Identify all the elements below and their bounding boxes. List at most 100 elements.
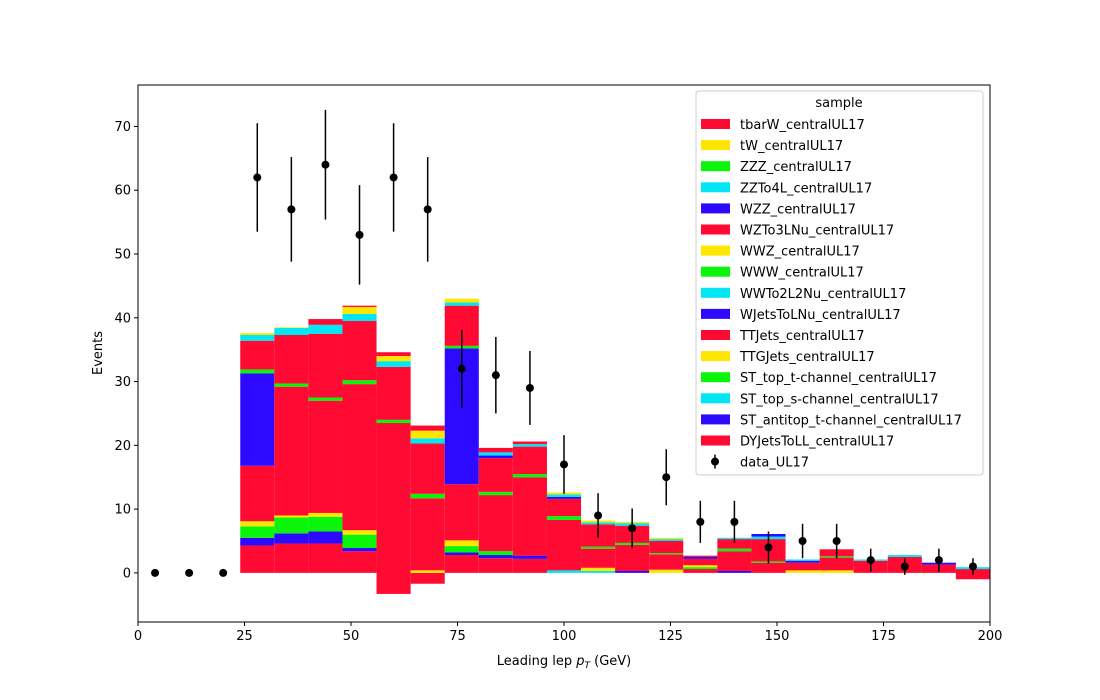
x-axis-ticks: 0 25 50 75 100 125 150 175 200 — [134, 622, 1002, 644]
legend-swatch — [701, 393, 730, 404]
stack-segment — [274, 335, 309, 384]
stack-segment — [512, 555, 547, 559]
stack-segment — [581, 546, 616, 549]
stack-segment — [342, 305, 377, 307]
data-point — [696, 517, 705, 526]
stack-segment — [342, 313, 377, 321]
data-point — [457, 364, 466, 373]
data-point — [491, 371, 500, 380]
legend-swatch — [701, 245, 730, 256]
x-tick-label: 25 — [236, 629, 253, 644]
stack-segment — [274, 386, 309, 516]
stack-segment — [478, 458, 513, 492]
stack-segment — [240, 340, 275, 370]
stack-segment — [274, 533, 309, 544]
y-axis-label: Events — [91, 331, 106, 375]
stack-segment — [410, 443, 445, 494]
stack-segment — [683, 565, 718, 568]
x-tick-label: 75 — [449, 629, 466, 644]
stack-segment — [410, 425, 445, 431]
stack-segment — [308, 319, 343, 325]
y-axis-ticks: 0 10 20 30 40 50 60 70 — [114, 120, 138, 581]
stack-segment — [546, 498, 582, 517]
stack-segment — [342, 530, 377, 535]
legend-swatch — [701, 266, 730, 277]
stack-segment — [785, 559, 820, 561]
x-tick-label: 150 — [765, 629, 790, 644]
legend-label: ST_top_t-channel_centralUL17 — [740, 371, 937, 386]
stack-segment — [717, 570, 752, 573]
stack-segment — [512, 444, 547, 447]
stack-segment — [342, 306, 377, 314]
stack-segment — [649, 539, 684, 542]
stack-segment — [785, 562, 820, 571]
stack-segment — [444, 540, 479, 547]
data-point — [389, 173, 398, 182]
legend-marker-point — [711, 457, 719, 466]
legend-label: ST_top_s-channel_centralUL17 — [740, 392, 939, 407]
data-point — [560, 460, 568, 469]
x-tick-label: 175 — [871, 629, 896, 644]
legend-swatch — [701, 140, 730, 151]
y-tick-label: 30 — [114, 375, 131, 390]
stack-segment — [410, 570, 445, 573]
stack-segment — [376, 356, 411, 362]
stack-segment — [240, 369, 275, 374]
stack-segment — [478, 452, 513, 456]
stack-segment — [342, 380, 377, 385]
stack-segment — [342, 320, 377, 381]
legend-label: ST_antitop_t-channel_centralUL17 — [740, 413, 962, 428]
stack-segment — [342, 551, 377, 573]
stack-segment — [240, 537, 275, 546]
y-tick-label: 20 — [114, 439, 131, 454]
stack-segment — [717, 539, 752, 549]
stack-segment — [308, 543, 343, 573]
legend-label: WWTo2L2Nu_centralUL17 — [740, 287, 906, 302]
stack-segment — [649, 553, 684, 555]
stack-segment — [546, 570, 582, 573]
stack-segment — [240, 373, 275, 466]
legend-swatch — [701, 203, 730, 214]
legend-swatch — [701, 161, 730, 172]
stack-segment — [512, 474, 547, 478]
stack-segment — [274, 383, 309, 387]
y-tick-label: 70 — [114, 120, 131, 135]
stack-segment — [376, 352, 411, 357]
stack-segment — [615, 544, 650, 571]
data-point — [355, 230, 364, 239]
stack-segment — [444, 302, 479, 306]
data-point — [628, 524, 637, 533]
legend-label: TTGJets_centralUL17 — [739, 350, 875, 365]
data-point — [321, 160, 330, 169]
stack-segment — [240, 333, 275, 336]
stack-segment — [546, 494, 582, 497]
stack-segment — [785, 570, 820, 573]
stack-segment — [512, 441, 547, 445]
y-tick-label: 40 — [114, 311, 131, 326]
data-point — [287, 205, 296, 214]
legend-label: WWW_centralUL17 — [740, 266, 864, 281]
stack-segment — [649, 541, 684, 554]
stack-segment — [683, 556, 718, 559]
stack-segment — [376, 419, 411, 424]
legend-label: WZZ_centralUL17 — [740, 202, 856, 217]
stack-segment — [819, 570, 854, 573]
data-point — [934, 556, 943, 565]
stack-segment — [308, 324, 343, 334]
legend-label: tW_centralUL17 — [740, 139, 843, 154]
x-tick-label: 100 — [552, 629, 577, 644]
stack-segment — [240, 465, 275, 522]
data-point — [151, 568, 160, 577]
stack-segment — [410, 493, 445, 499]
stack-segment — [478, 558, 513, 573]
stack-segment — [478, 455, 513, 459]
stack-segment — [342, 548, 377, 552]
stack-segment — [274, 543, 309, 573]
stack-segment — [649, 569, 684, 573]
stack-segment — [546, 519, 582, 571]
data-point — [185, 568, 194, 577]
stack-segment — [478, 551, 513, 556]
stack-segment — [683, 569, 718, 573]
stack-segment — [444, 552, 479, 556]
stack-segment — [410, 572, 445, 584]
